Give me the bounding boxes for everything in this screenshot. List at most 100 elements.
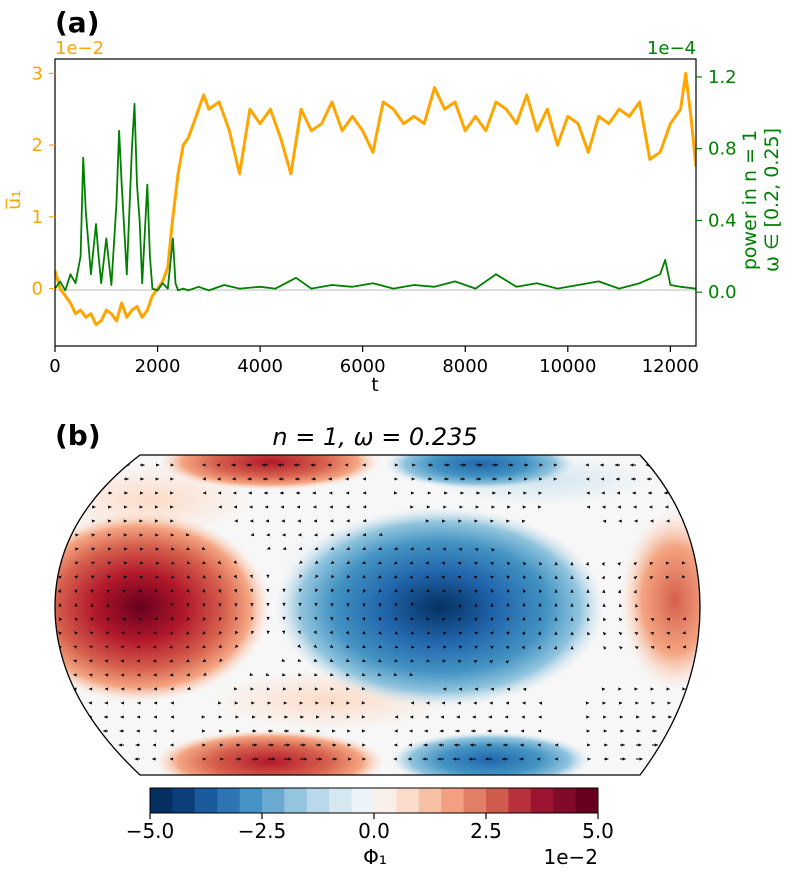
wind-arrow-head <box>458 631 463 635</box>
wind-arrow-head <box>410 715 414 719</box>
wind-arrow-head <box>278 477 282 481</box>
wind-arrow-head <box>155 575 159 579</box>
wind-arrow-head <box>378 658 382 663</box>
wind-arrow-head <box>330 560 335 564</box>
wind-arrow-head <box>489 617 493 621</box>
wind-arrow-head <box>684 715 688 719</box>
wind-arrow-head <box>313 644 317 648</box>
wind-arrow-head <box>91 561 95 565</box>
wind-arrow-head <box>170 687 174 691</box>
wind-arrow-head <box>474 589 478 594</box>
wind-arrow-head <box>201 546 206 550</box>
wind-arrow-head <box>220 757 224 761</box>
wind-arrow-head <box>490 687 495 691</box>
wind-arrow-head <box>682 617 687 621</box>
wind-arrow-head <box>554 603 558 607</box>
wind-arrow-head <box>231 463 235 467</box>
wind-arrow-head <box>456 715 460 719</box>
wind-arrow-head <box>140 561 144 565</box>
wind-arrow-head <box>124 491 128 495</box>
wind-arrow-head <box>472 715 476 719</box>
wind-arrow-head <box>586 505 591 509</box>
wind-arrow-head <box>361 672 366 677</box>
wind-arrow-head <box>539 463 543 467</box>
wind-arrow-head <box>618 603 623 608</box>
wind-arrow-head <box>86 743 90 747</box>
wind-arrow-head <box>55 757 57 761</box>
wind-arrow-head <box>679 477 683 481</box>
wind-arrow-head <box>250 532 255 537</box>
wind-arrow-head <box>170 519 174 523</box>
wind-arrow-head <box>170 588 174 593</box>
wind-arrow-head <box>254 743 258 747</box>
wind-arrow-head <box>105 645 109 649</box>
wind-arrow-head <box>55 729 59 733</box>
wind-arrow-head <box>91 547 95 551</box>
wind-arrow-head <box>299 560 303 564</box>
wind-arrow-head <box>247 477 251 481</box>
wind-arrow-head <box>73 645 78 649</box>
wind-arrow-head <box>235 630 239 635</box>
wind-arrow-head <box>538 505 542 509</box>
wind-arrow-head <box>361 715 365 719</box>
right-y-axis: 0.0 0.4 0.8 1.2 <box>696 67 737 303</box>
wind-arrow-head <box>442 519 446 523</box>
colorbar-cell <box>239 788 263 813</box>
x-axis: 0 2000 4000 6000 8000 10000 12000 <box>49 346 699 377</box>
wind-arrow-head <box>662 477 667 481</box>
wind-arrow-head <box>186 603 190 607</box>
wind-arrow-head <box>600 477 605 481</box>
wind-arrow-head <box>155 561 160 565</box>
wind-arrow-head <box>463 463 467 467</box>
colorbar-cell <box>351 788 375 813</box>
wind-arrow-head <box>297 630 301 634</box>
right-tick-label: 0.4 <box>708 210 737 231</box>
wind-arrow-head <box>187 686 191 691</box>
wind-arrow-head <box>347 743 351 747</box>
wind-arrow-head <box>680 491 684 495</box>
wind-arrow-head <box>603 729 607 733</box>
wind-arrow-head <box>236 729 240 733</box>
wind-arrow-head <box>441 701 446 705</box>
wind-arrow-head <box>93 491 97 495</box>
wind-arrow-head <box>136 645 140 649</box>
wind-arrow-head <box>111 463 115 467</box>
wind-arrow-head <box>458 590 462 594</box>
wind-arrow-head <box>119 729 123 733</box>
wind-arrow-head <box>426 505 430 509</box>
right-tick-label: 1.2 <box>708 67 737 88</box>
wind-arrow-head <box>297 658 302 662</box>
wind-arrow-head <box>154 519 159 523</box>
wind-arrow-head <box>504 729 508 733</box>
wind-arrow-head <box>282 616 286 620</box>
wind-arrow-head <box>422 757 426 761</box>
wind-arrow-head <box>634 687 638 691</box>
wind-arrow-head <box>141 463 145 467</box>
wind-arrow-head <box>522 603 526 607</box>
wind-arrow-head <box>265 519 270 523</box>
series-power-line <box>55 102 696 292</box>
wind-arrow-head <box>408 743 412 747</box>
wind-arrow-head <box>681 505 685 509</box>
wind-arrow-head <box>377 617 381 621</box>
wind-arrow-head <box>459 604 463 608</box>
wind-arrow-head <box>585 562 589 566</box>
wind-arrow-head <box>510 463 514 467</box>
wind-arrow-head <box>57 673 62 677</box>
wind-arrow-head <box>601 687 606 691</box>
wind-arrow-head <box>89 659 93 663</box>
wind-arrow-head <box>153 631 157 635</box>
wind-arrow-head <box>298 673 302 677</box>
wind-arrow-head <box>507 505 511 509</box>
wind-arrow-head <box>76 491 80 495</box>
wind-arrow-head <box>89 645 93 649</box>
wind-arrow-head <box>282 588 286 592</box>
wind-arrow-head <box>139 533 143 537</box>
wind-arrow-head <box>310 463 314 467</box>
wind-arrow-head <box>553 646 558 650</box>
wind-arrow-head <box>186 672 191 677</box>
wind-arrow-head <box>410 602 415 607</box>
wind-arrow-head <box>425 575 429 579</box>
wind-arrow-head <box>537 646 541 650</box>
wind-arrow-head <box>439 729 443 733</box>
